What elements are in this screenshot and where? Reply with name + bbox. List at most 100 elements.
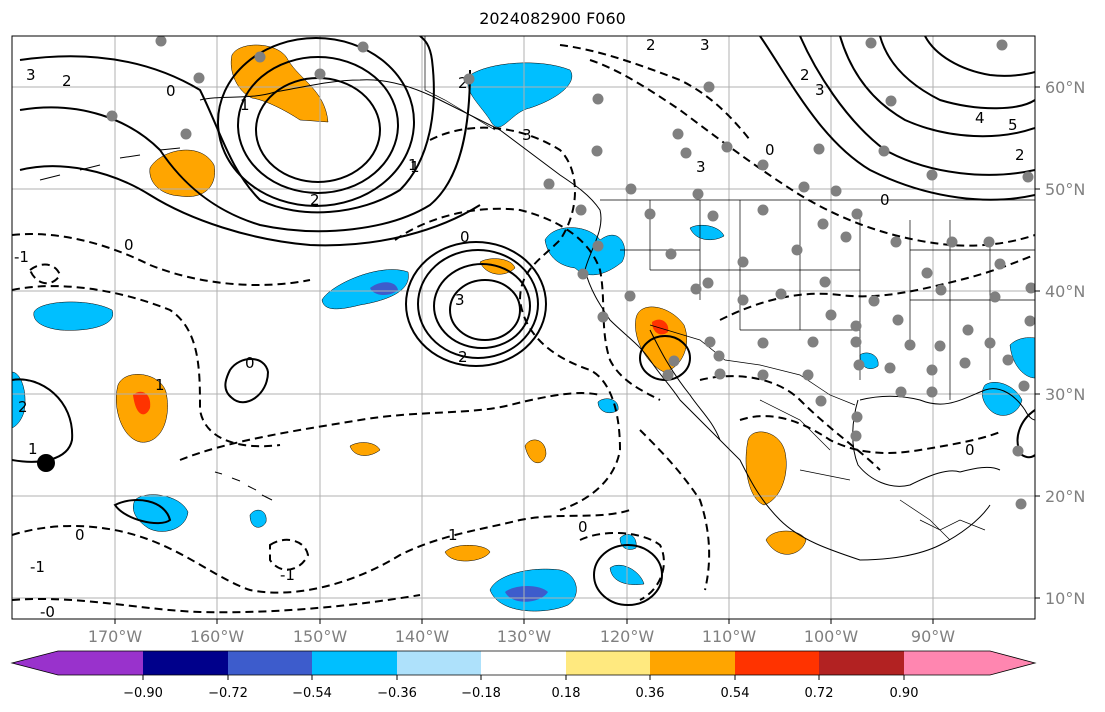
colorbar-ticks [142,675,905,680]
lat-label: 30°N [1045,385,1085,404]
contour-label: 2 [310,191,320,209]
contour-label: 0 [578,518,588,536]
contour-neg-8 [639,429,711,591]
contour-label: 4 [975,109,985,127]
contour-high-2 [237,56,399,194]
shading-orange-alaska [230,44,329,123]
lat-label: 20°N [1045,487,1085,506]
shading-blue-texas [982,382,1023,416]
colorbar-tick-label: 0.54 [721,686,750,701]
map-panel: 3 2 0 2 1 3 2 0 3 3 2 0 4 5 2 2 1 3 2 0 [11,35,1085,646]
contour-small-w [224,358,270,404]
colorbar-segment [904,651,991,675]
colorbar-tick-label: 0.90 [890,686,919,701]
contour-label: 3 [455,291,465,309]
contour-neg-13 [699,375,881,471]
contour-label: 2 [458,74,468,92]
coastline-mexico-gulf [852,399,961,487]
shading-blue-pnw [544,227,626,276]
colorbar-segment [143,651,229,675]
shaded-fields [12,44,1035,612]
shading-blue-midpac [321,269,409,310]
contour-labels: 3 2 0 2 1 3 2 0 3 3 2 0 4 5 2 2 1 3 2 0 [14,36,1025,621]
contour-east-3 [839,36,1035,138]
black-marker [37,454,55,472]
contour-label: 2 [62,72,72,90]
contour-neg-5 [179,392,601,461]
coastline-yucatan [959,466,1001,473]
colorbar-segments [12,651,1035,675]
contour-neg-4 [12,285,281,448]
colorbar-segment [481,651,567,675]
contour-label: 2 [1015,146,1025,164]
lon-labels: 170°W 160°W 150°W 140°W 130°W 120°W 110°… [88,627,955,646]
contour-label: -1 [280,566,295,584]
contour-neg-16 [579,532,665,601]
contour-label: 2 [18,398,28,416]
coastline-alaska [199,79,991,561]
contour-high-6 [19,165,481,247]
contour-neg-10 [559,44,751,141]
contour-east-5 [924,36,1035,77]
colorbar-segment [312,651,398,675]
contour-label: 1 [410,158,420,176]
colorbar-tick-label: 0.18 [552,686,581,701]
contour-label: 0 [765,141,775,159]
border-central-america [919,519,986,531]
shading-blue-sp5 [689,225,725,241]
colorbar-tick-labels: −0.90 −0.72 −0.54 −0.36 −0.18 0.18 0.36 … [123,686,918,701]
contour-label: 3 [696,158,706,176]
contour-neg-11 [719,254,1035,321]
contour-label: -0 [40,603,55,621]
contour-label: 3 [815,81,825,99]
contour-high-3 [217,37,415,207]
coastlines [39,79,1035,561]
lon-label: 120°W [600,627,655,646]
contour-neg-6 [12,509,631,594]
colorbar-tick-label: −0.90 [123,686,163,701]
lon-label: 160°W [190,627,245,646]
contour-label: -1 [30,558,45,576]
contour-east-low [1016,409,1035,459]
contour-east-1 [759,36,1035,201]
colorbar-tick-label: −0.54 [292,686,332,701]
colorbar-tick-label: −0.18 [461,686,501,701]
lon-label: 130°W [497,627,552,646]
shading-orange-mexico2 [765,530,807,555]
islands-hawaii [214,471,273,501]
shading-blue-leftedge [12,371,26,429]
contour-neg-7 [12,594,421,614]
colorbar-segment [735,651,820,675]
contour-lines-dashed [12,44,1035,614]
colorbar-tick-label: 0.36 [636,686,665,701]
shading-darkblue-midpac [370,282,398,295]
contour-pac-4 [405,241,547,367]
lon-label: 140°W [395,627,450,646]
coastline-baja [649,329,721,441]
contour-pac-2 [433,263,531,349]
shading-orange-mid2 [349,442,381,456]
colorbar-segment [566,651,651,675]
colorbar-segment [228,651,313,675]
contour-label: 0 [75,526,85,544]
contour-baja [639,335,691,381]
contour-label: 3 [522,126,532,144]
contour-neg-2 [394,207,661,401]
shading-orange-mid1 [524,439,547,463]
shading-blue-east [1009,337,1035,379]
border-us-mexico [649,324,856,406]
shading-blue-gulf [467,62,572,128]
colorbar-tick-label: 0.72 [805,686,834,701]
lon-label: 150°W [293,627,348,646]
shading-orange-south [444,545,491,562]
contour-label: 0 [166,82,176,100]
contour-label: 0 [124,236,134,254]
shading-blue-sp2 [597,398,619,413]
contour-hawaii [113,499,172,525]
lon-label: 100°W [804,627,859,646]
contour-label: 1 [155,376,165,394]
colorbar: −0.90 −0.72 −0.54 −0.36 −0.18 0.18 0.36 … [10,650,1037,701]
contour-label: 2 [458,348,468,366]
islands-aleutian [39,147,181,181]
